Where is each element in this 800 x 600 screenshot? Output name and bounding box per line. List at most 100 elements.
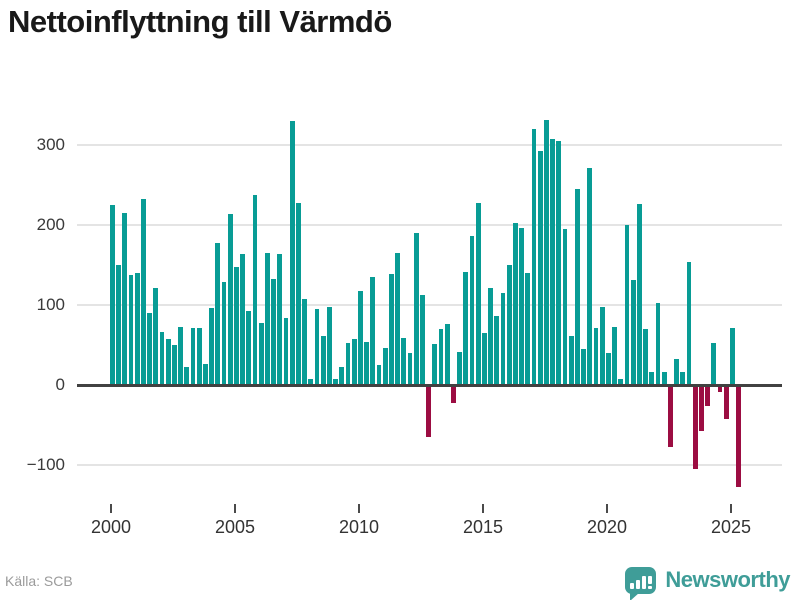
bar <box>376 365 382 385</box>
bar <box>494 316 500 385</box>
bar <box>438 329 444 385</box>
x-axis-label: 2010 <box>338 517 380 537</box>
x-axis-label: 2005 <box>214 517 256 537</box>
x-axis-label: 2015 <box>462 517 504 537</box>
bar <box>147 313 153 385</box>
gridline <box>77 304 782 306</box>
bar <box>333 379 339 385</box>
bar <box>482 333 487 385</box>
y-axis-label: 200 <box>36 215 65 234</box>
bar <box>246 310 252 385</box>
bar <box>345 343 351 385</box>
zero-axis-line <box>77 383 782 387</box>
y-axis-label: 300 <box>36 135 65 154</box>
bar <box>699 385 704 431</box>
bar <box>258 323 264 385</box>
bar <box>556 141 562 385</box>
bar <box>277 253 283 385</box>
y-axis-label: 100 <box>36 295 65 314</box>
bar <box>686 261 692 385</box>
bar <box>184 366 190 385</box>
bar <box>227 213 233 385</box>
brand-wordmark: Newsworthy <box>665 567 790 592</box>
bar <box>110 205 115 385</box>
bar <box>624 225 630 385</box>
bar <box>705 385 711 406</box>
bar <box>661 372 667 385</box>
bar <box>320 336 326 385</box>
bar <box>525 273 531 385</box>
bar <box>550 139 556 385</box>
bar <box>209 308 215 385</box>
bar <box>599 307 605 385</box>
x-axis-tick <box>729 504 732 513</box>
logo-exclamation-icon <box>647 576 652 589</box>
y-axis-label: −100 <box>26 455 65 474</box>
bar <box>649 372 655 385</box>
bar <box>723 385 729 419</box>
bar <box>451 385 456 403</box>
bar <box>587 168 593 385</box>
bar <box>221 281 227 385</box>
bar <box>606 353 611 385</box>
bar <box>370 277 376 385</box>
bar <box>203 364 208 385</box>
bar <box>413 233 419 385</box>
bar <box>618 379 624 385</box>
bar <box>593 328 599 385</box>
bar <box>364 341 370 385</box>
bar <box>314 309 320 385</box>
bar <box>252 195 258 385</box>
x-axis-tick <box>357 504 360 513</box>
bar <box>283 317 289 385</box>
bar <box>655 302 661 385</box>
x-axis-tick <box>109 504 112 513</box>
bar <box>351 338 357 385</box>
bar <box>420 295 425 385</box>
bar <box>513 222 518 385</box>
bar <box>630 280 636 385</box>
gridline <box>77 224 782 226</box>
bar <box>500 293 506 385</box>
logo-bar-icon <box>641 575 646 589</box>
bar <box>736 385 742 487</box>
x-axis-tick <box>605 504 608 513</box>
bar <box>531 129 537 385</box>
bar <box>680 372 686 385</box>
x-axis-label: 2025 <box>710 517 752 537</box>
x-axis-tick <box>481 504 484 513</box>
bar <box>116 265 122 385</box>
bar <box>165 339 171 385</box>
bar <box>265 253 270 385</box>
bar <box>643 329 649 385</box>
bar <box>444 324 450 385</box>
bar <box>234 266 239 385</box>
bar <box>190 328 196 385</box>
bar <box>389 273 394 385</box>
bar <box>457 352 463 385</box>
y-axis-label: 0 <box>55 375 65 394</box>
x-axis-label: 2000 <box>90 517 132 537</box>
bar <box>302 298 308 385</box>
bar <box>544 120 549 385</box>
bar <box>289 121 295 385</box>
bar <box>488 288 494 385</box>
bar <box>568 336 574 385</box>
bar <box>215 242 221 385</box>
bar <box>519 228 525 385</box>
page-title: Nettoinflyttning till Värmdö <box>8 4 392 39</box>
bar <box>122 213 128 385</box>
bar <box>401 337 407 385</box>
bar <box>172 345 177 385</box>
bar <box>240 253 246 385</box>
bar <box>407 353 413 385</box>
bar <box>469 236 475 385</box>
bar <box>637 204 642 385</box>
logo-bar-icon <box>629 582 634 589</box>
bar <box>463 272 469 385</box>
bar <box>475 203 481 385</box>
bar <box>271 278 277 385</box>
bar <box>178 326 184 385</box>
newsworthy-logo: Newsworthy <box>625 560 790 600</box>
bar <box>327 307 332 385</box>
